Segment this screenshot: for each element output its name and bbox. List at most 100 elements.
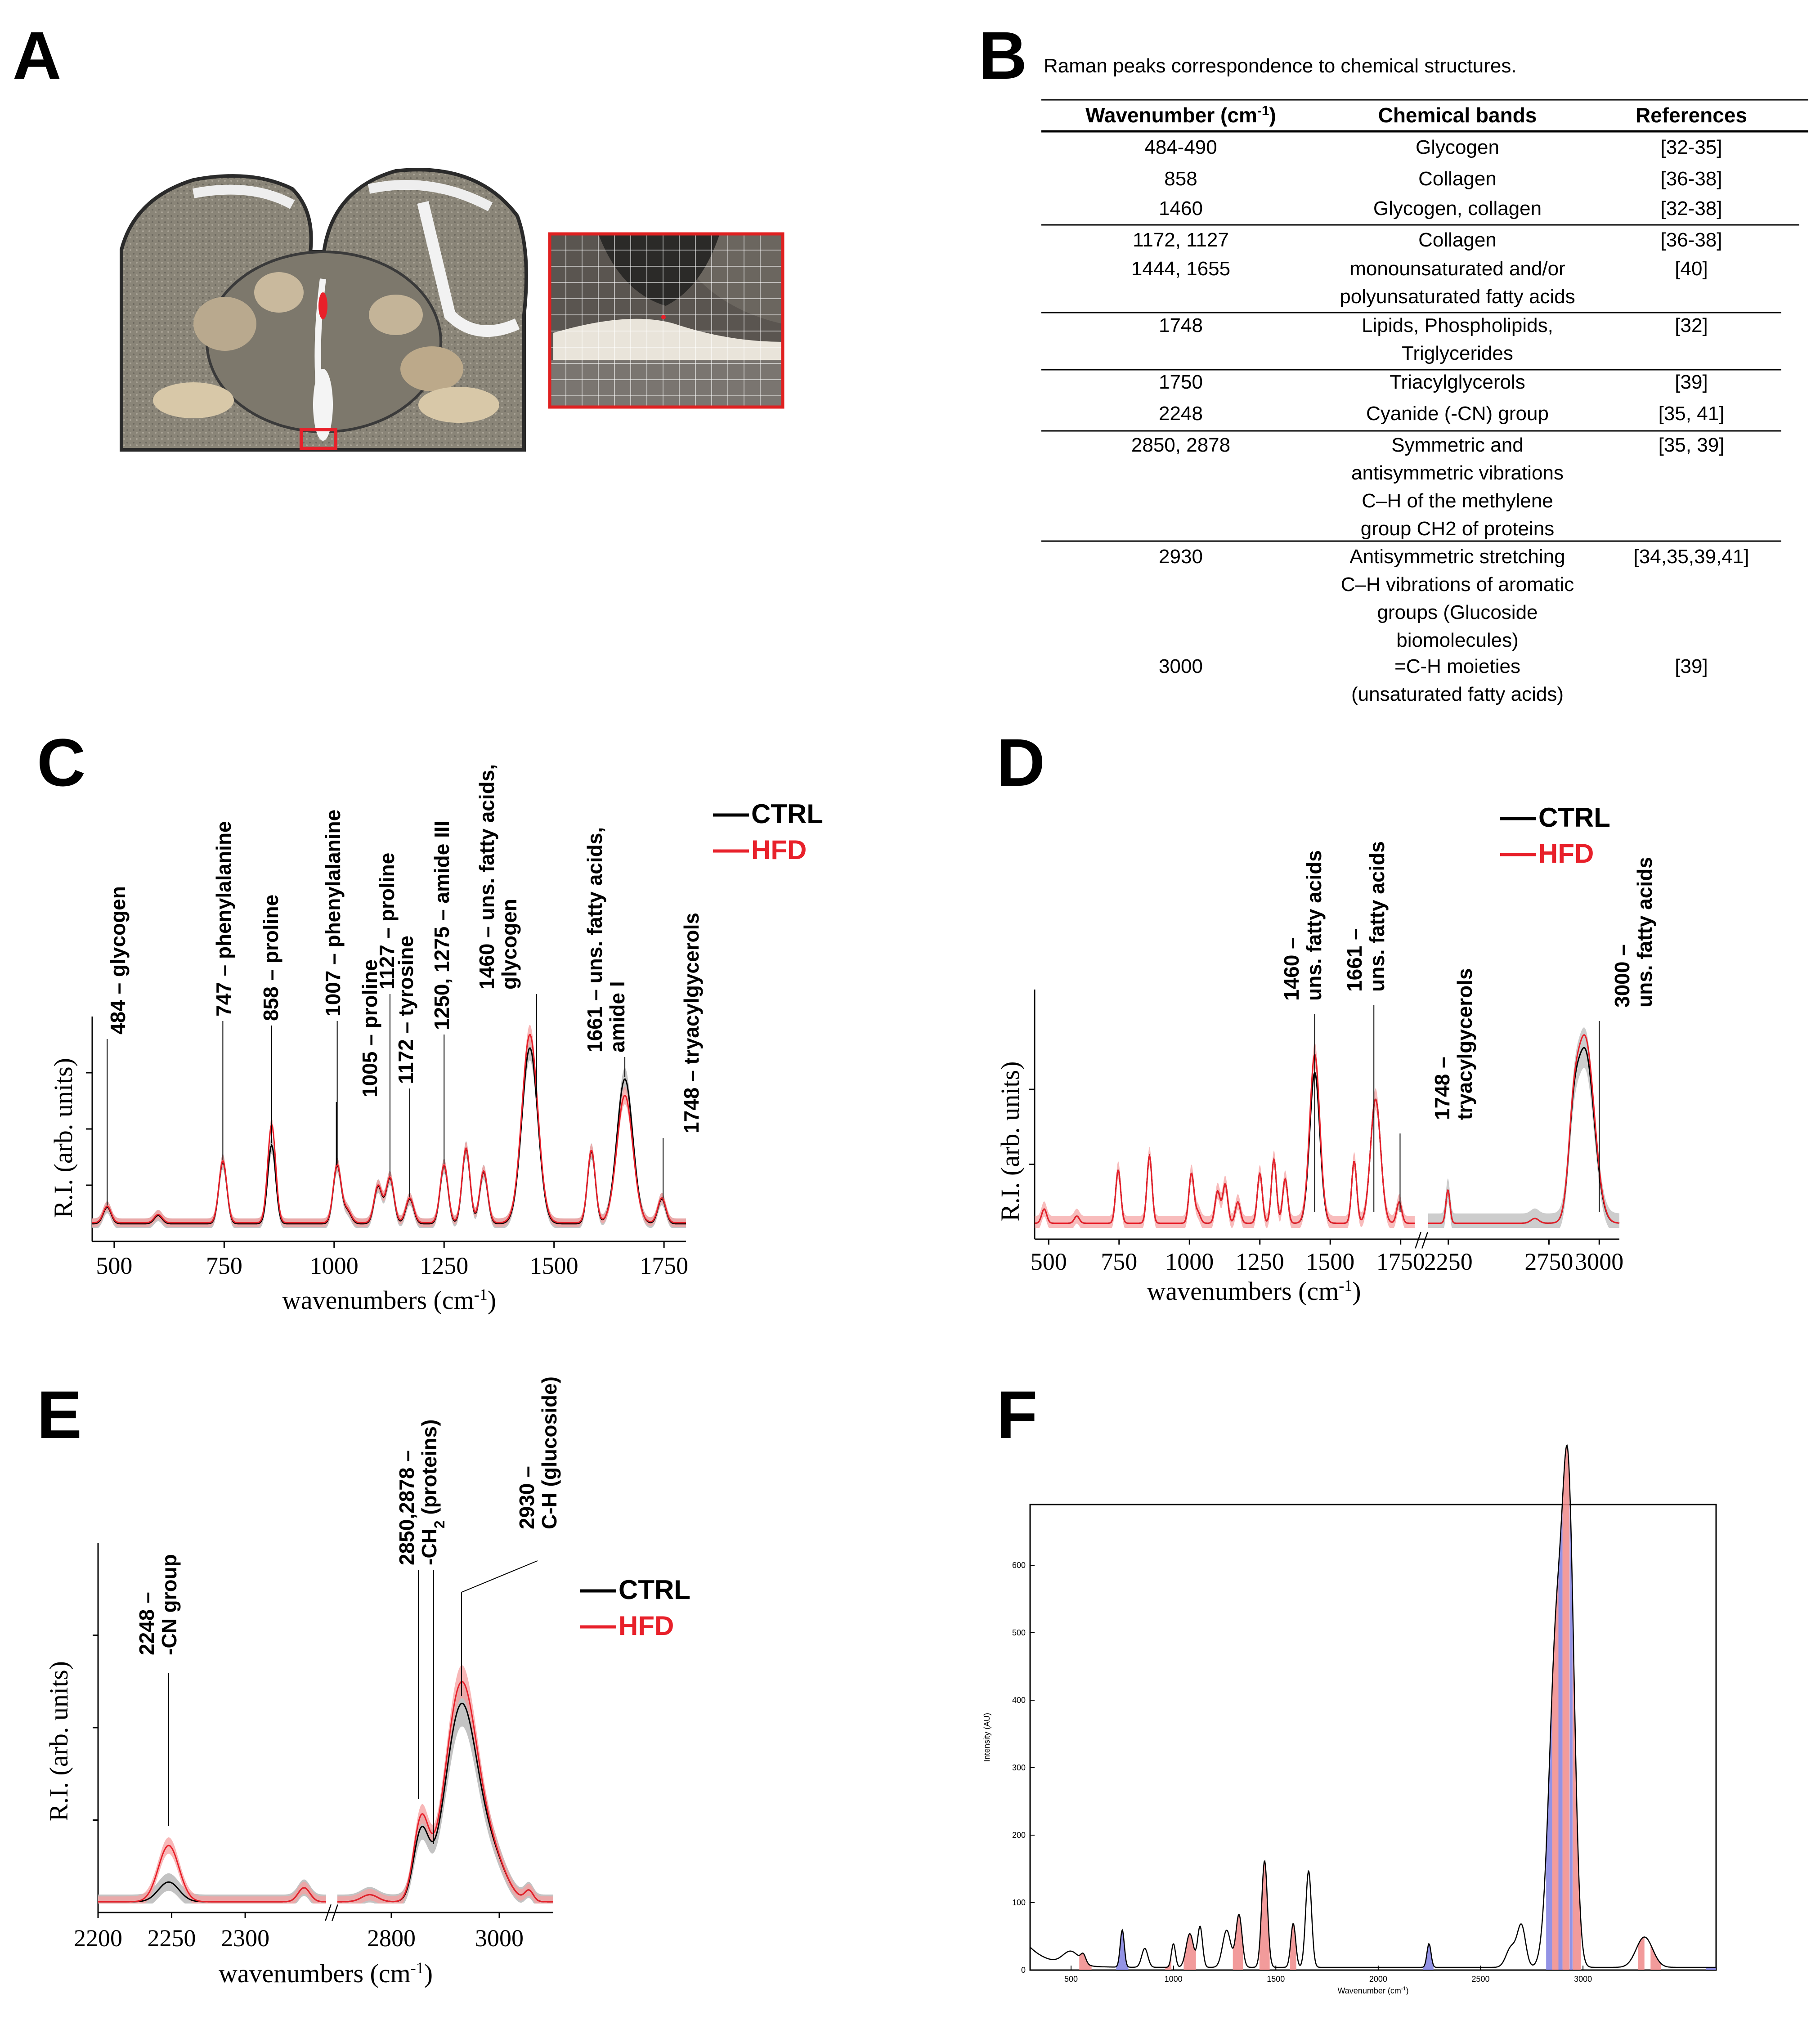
hfd-series-line (1034, 1054, 1415, 1224)
x-tick-label: 2500 (1471, 1975, 1489, 1984)
y-tick-label: 100 (1012, 1898, 1026, 1907)
annotation-label: tryacylgycerols (1453, 968, 1476, 1120)
peak-annotation: 2248 –-CN group (135, 1554, 181, 1655)
cell-reference: [39] (1675, 655, 1708, 677)
annotation-label: 1250, 1275 – amide III (430, 821, 453, 1030)
cell-chemical-band: C–H of the methylene (1362, 490, 1553, 512)
cell-chemical-band: antisymmetric vibrations (1351, 462, 1564, 484)
x-tick-label: 3000 (1575, 1248, 1623, 1275)
annotation-label: 1460 – (1280, 937, 1303, 1001)
y-axis-label: R.I. (arb. units) (44, 1661, 73, 1821)
peak-annotation: 2930 –C-H (glucoside) (515, 1376, 561, 1529)
peak-annotation: 1172 – tyrosine (394, 936, 417, 1084)
annotation-label: uns. fatty acids (1302, 850, 1326, 1001)
x-tick-label: 1000 (1165, 1248, 1214, 1275)
x-tick-label: 2800 (367, 1925, 416, 1952)
cell-wavenumber: 1444, 1655 (1131, 258, 1230, 280)
x-tick-label: 2750 (1524, 1248, 1573, 1275)
highlight-region-red (1079, 1953, 1092, 1970)
axis-break-mark: // (1415, 1227, 1428, 1254)
highlight-region-red (1233, 1914, 1243, 1970)
x-tick-label: 2250 (148, 1925, 196, 1952)
cell-chemical-band: Collagen (1418, 229, 1497, 251)
legend-hfd-label: HFD (1538, 838, 1594, 869)
annotation-label: 1661 – (1343, 928, 1366, 992)
x-tick-label: 1500 (530, 1252, 578, 1279)
annotation-label: 1172 – tyrosine (394, 936, 417, 1084)
cell-chemical-band: Triglycerides (1402, 342, 1513, 364)
x-tick-label: 500 (96, 1252, 132, 1279)
highlight-region-blue (1423, 1944, 1434, 1970)
panel-label-d: D (996, 725, 1045, 800)
cell-wavenumber: 484-490 (1144, 136, 1217, 158)
panel-label-e: E (37, 1377, 82, 1452)
cell-chemical-band: Lipids, Phospholipids, (1362, 314, 1553, 336)
panel-label-c: C (37, 725, 86, 800)
peak-annotation: 1661 – uns. fatty acids,amide I (583, 827, 629, 1053)
x-tick-label: 750 (1101, 1248, 1137, 1275)
cell-reference: [35, 39] (1659, 434, 1725, 456)
peak-annotation: 1460 –uns. fatty acids (1280, 850, 1326, 1001)
peak-annotation: 858 – proline (259, 895, 282, 1021)
cell-wavenumber: 3000 (1159, 655, 1203, 677)
hfd-sd-band-left (98, 1837, 326, 1904)
cell-chemical-band: Antisymmetric stretching (1349, 546, 1565, 568)
peak-annotation: 747 – phenylalanine (212, 821, 235, 1017)
header-wavenumber: Wavenumber (cm-1) (1085, 103, 1276, 127)
peak-annotation: 2850,2878 –-CH2 (proteins) (395, 1420, 448, 1565)
y-axis-label: R.I. (arb. units) (49, 1058, 78, 1218)
cell-chemical-band: Glycogen (1416, 136, 1499, 158)
annotation-label: 747 – phenylalanine (212, 821, 235, 1017)
y-tick-label: 500 (1012, 1628, 1026, 1637)
annotation-label: 2850,2878 – (395, 1450, 418, 1565)
cell-reference: [32-38] (1661, 197, 1722, 219)
highlight-region-blue (1558, 1500, 1563, 1970)
y-tick-label: 200 (1012, 1831, 1026, 1840)
annotation-label: 2930 – (515, 1466, 538, 1529)
peak-annotation: 1127 – proline (375, 853, 399, 990)
table-title: Raman peaks correspondence to chemical s… (1044, 55, 1517, 77)
peak-annotation: 1748 –tryacylgycerols (1430, 968, 1476, 1120)
highlight-region-red (1165, 1953, 1172, 1970)
annotation-label: 1748 – (1430, 1057, 1454, 1120)
y-tick-label: 0 (1021, 1966, 1026, 1975)
annotation-label: 1661 – uns. fatty acids, (583, 827, 606, 1053)
hfd-series-line-right (1428, 1034, 1620, 1224)
annotation-label: 1007 – phenylalanine (321, 810, 345, 1017)
x-tick-label: 1750 (1376, 1248, 1425, 1275)
annotation-label: 1460 – uns. fatty acids, (475, 764, 498, 990)
highlight-region-red (1562, 1445, 1570, 1970)
legend-ctrl-label: CTRL (619, 1575, 690, 1605)
cell-reference: [40] (1675, 258, 1708, 280)
cell-reference: [32] (1675, 314, 1708, 336)
cell-chemical-band: polyunsaturated fatty acids (1340, 286, 1575, 308)
cell-chemical-band: =C-H moieties (1394, 655, 1520, 677)
hfd-series-line-right (337, 1681, 553, 1903)
x-tick-label: 500 (1031, 1248, 1067, 1275)
x-tick-label: 2000 (1369, 1975, 1387, 1984)
cell-chemical-band: Glycogen, collagen (1373, 197, 1542, 219)
plot-frame (1029, 1504, 1717, 1971)
x-tick-label: 1500 (1306, 1248, 1354, 1275)
x-axis-label: Wavenumber (cm-1) (1337, 1985, 1408, 1995)
highlight-region-red (1290, 1923, 1296, 1970)
annotation-leader (461, 1560, 538, 1696)
peak-annotation: 3000 –uns. fatty acids (1610, 857, 1656, 1008)
cell-chemical-band: C–H vibrations of aromatic (1341, 573, 1574, 596)
annotation-label: 2248 – (135, 1592, 158, 1655)
hfd-sd-band (1035, 1042, 1415, 1228)
y-axis-label: R.I. (arb. units) (995, 1062, 1025, 1222)
x-axis-label: wavenumbers (cm-1) (219, 1959, 433, 1988)
annotation-label: 484 – glycogen (106, 886, 130, 1035)
annotation-label: 1127 – proline (375, 853, 399, 990)
cell-reference: [32-35] (1661, 136, 1722, 158)
cell-wavenumber: 858 (1164, 168, 1197, 190)
ctrl-sd-band-left (98, 1873, 326, 1904)
cell-wavenumber: 1750 (1159, 371, 1203, 393)
spectrum-line (1030, 1444, 1716, 1968)
x-tick-label: 500 (1064, 1975, 1078, 1984)
hfd-series-line-left (98, 1845, 327, 1903)
y-axis-label: Intensity (AU) (982, 1713, 991, 1762)
